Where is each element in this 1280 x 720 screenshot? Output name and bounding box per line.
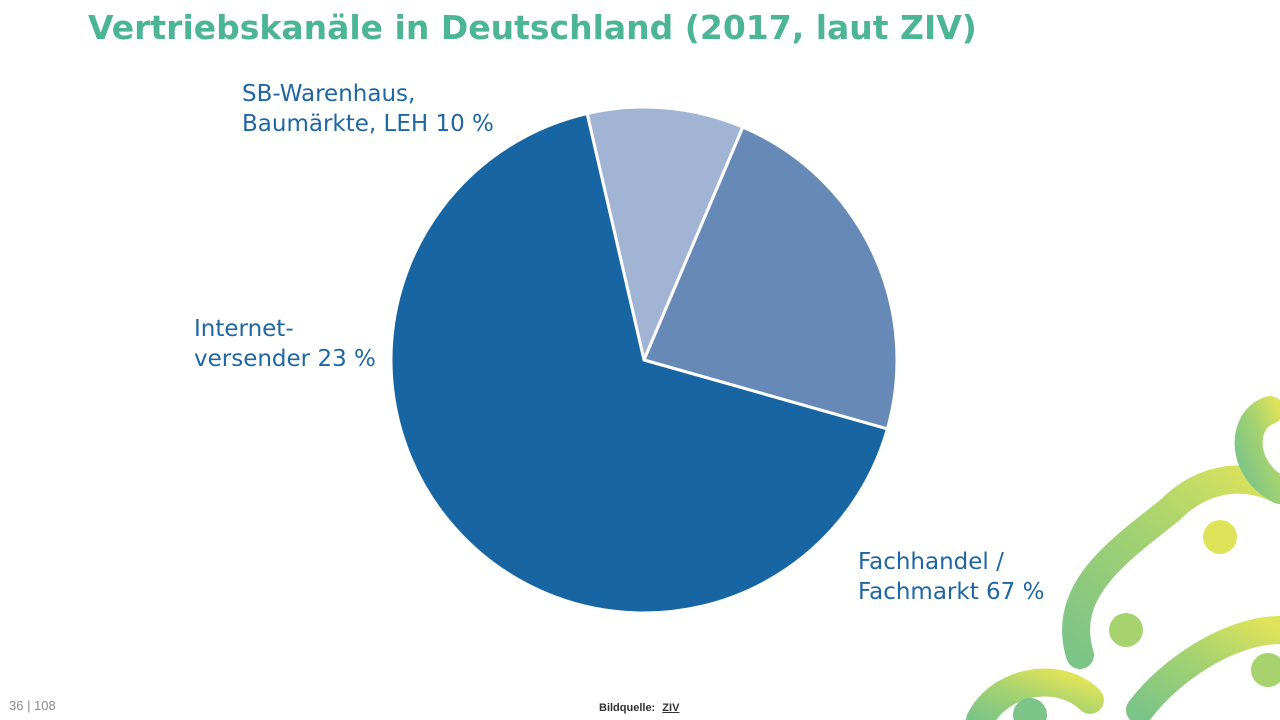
pie-chart: SB-Warenhaus, Baumärkte, LEH 10 % Internet… (194, 81, 1044, 615)
slice-label-0: SB-Warenhaus, Baumärkte, LEH 10 % (242, 81, 494, 137)
pie-slice-1 (642, 125, 899, 431)
slice-label-1: Internet-versender 23 % (194, 316, 376, 372)
slice-label-line: SB-Warenhaus, (242, 81, 415, 107)
source-label: Bildquelle: (599, 702, 656, 714)
slice-label-line: versender 23 % (194, 346, 376, 372)
slice-label-line: Internet- (194, 316, 294, 342)
slide-title: Vertriebskanäle in Deutschland (2017, la… (88, 8, 977, 47)
slice-label-line: Fachmarkt 67 % (858, 579, 1044, 605)
pie-slice-0 (585, 105, 745, 362)
slice-label-2: Fachhandel / Fachmarkt 67 % (858, 549, 1044, 605)
pie-slice-2 (389, 111, 889, 615)
source-link[interactable]: ZIV (662, 702, 680, 714)
slice-label-line: Fachhandel / (858, 549, 1004, 575)
bike-chain-icon (966, 396, 1280, 720)
source-note: Bildquelle: ZIV (599, 702, 679, 714)
slice-label-line: Baumärkte, LEH 10 % (242, 111, 494, 137)
page-number: 36 | 108 (9, 698, 56, 713)
